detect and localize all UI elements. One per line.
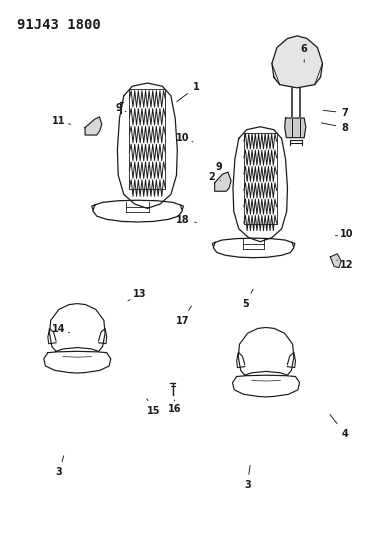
Polygon shape bbox=[285, 118, 306, 138]
Text: 11: 11 bbox=[52, 116, 71, 126]
Text: 18: 18 bbox=[176, 215, 196, 225]
Text: 5: 5 bbox=[242, 289, 253, 309]
Text: 1: 1 bbox=[177, 82, 200, 101]
Text: 7: 7 bbox=[323, 108, 348, 118]
Polygon shape bbox=[330, 254, 341, 268]
Polygon shape bbox=[215, 172, 231, 191]
Text: 10: 10 bbox=[176, 133, 193, 143]
Text: 12: 12 bbox=[337, 260, 354, 270]
Text: 13: 13 bbox=[128, 289, 146, 301]
Text: 91J43 1800: 91J43 1800 bbox=[17, 18, 101, 33]
Text: 6: 6 bbox=[301, 44, 308, 62]
Text: 14: 14 bbox=[52, 324, 69, 334]
Text: 17: 17 bbox=[176, 306, 191, 326]
Polygon shape bbox=[85, 117, 102, 135]
Text: 4: 4 bbox=[330, 415, 348, 439]
Text: 9: 9 bbox=[215, 162, 222, 172]
Polygon shape bbox=[272, 36, 323, 88]
Text: 3: 3 bbox=[244, 465, 251, 490]
Text: 3: 3 bbox=[56, 456, 64, 477]
Text: 9: 9 bbox=[116, 103, 126, 114]
Text: 2: 2 bbox=[208, 172, 221, 182]
Text: 8: 8 bbox=[321, 123, 348, 133]
Text: 15: 15 bbox=[147, 399, 161, 416]
Text: 16: 16 bbox=[168, 400, 181, 414]
Text: 10: 10 bbox=[335, 229, 354, 239]
